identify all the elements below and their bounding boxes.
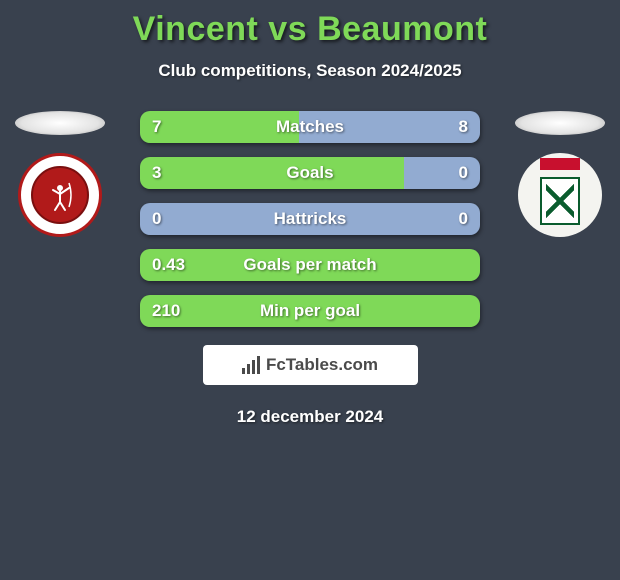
stat-label: Hattricks xyxy=(274,209,347,229)
stat-row: 0.43 Goals per match xyxy=(140,249,480,281)
branding-text: FcTables.com xyxy=(266,355,378,375)
team-left-column xyxy=(15,111,105,237)
archer-svg xyxy=(43,178,77,212)
stat-value-left: 3 xyxy=(152,163,161,183)
stat-value-right: 8 xyxy=(459,117,468,137)
date-label: 12 december 2024 xyxy=(0,407,620,427)
team-right-crest xyxy=(518,153,602,237)
stat-value-left: 0.43 xyxy=(152,255,185,275)
page-title: Vincent vs Beaumont xyxy=(0,0,620,49)
stat-value-left: 210 xyxy=(152,301,180,321)
archer-icon xyxy=(31,166,89,224)
stat-row: 7 8 Matches xyxy=(140,111,480,143)
stat-label: Matches xyxy=(276,117,344,137)
stat-bar-left xyxy=(140,111,299,143)
shield-icon xyxy=(540,177,580,225)
stat-bar-left xyxy=(140,157,404,189)
stat-label: Goals per match xyxy=(243,255,376,275)
stat-rows: 7 8 Matches 3 0 Goals 0 0 Hattricks 0.43 Goals per… xyxy=(140,111,480,327)
branding-box: FcTables.com xyxy=(203,345,418,385)
stat-bar-right xyxy=(404,157,481,189)
chart-icon xyxy=(242,356,260,374)
right-oval-decoration xyxy=(515,111,605,135)
stat-label: Goals xyxy=(286,163,333,183)
team-right-column xyxy=(515,111,605,237)
left-oval-decoration xyxy=(15,111,105,135)
stat-value-left: 0 xyxy=(152,209,161,229)
team-left-crest xyxy=(18,153,102,237)
subtitle: Club competitions, Season 2024/2025 xyxy=(0,61,620,81)
comparison-content: 7 8 Matches 3 0 Goals 0 0 Hattricks 0.43 Goals per… xyxy=(0,111,620,427)
stat-value-left: 7 xyxy=(152,117,161,137)
stat-value-right: 0 xyxy=(459,209,468,229)
stat-value-right: 0 xyxy=(459,163,468,183)
stat-row: 210 Min per goal xyxy=(140,295,480,327)
stat-row: 3 0 Goals xyxy=(140,157,480,189)
stat-label: Min per goal xyxy=(260,301,360,321)
stat-row: 0 0 Hattricks xyxy=(140,203,480,235)
